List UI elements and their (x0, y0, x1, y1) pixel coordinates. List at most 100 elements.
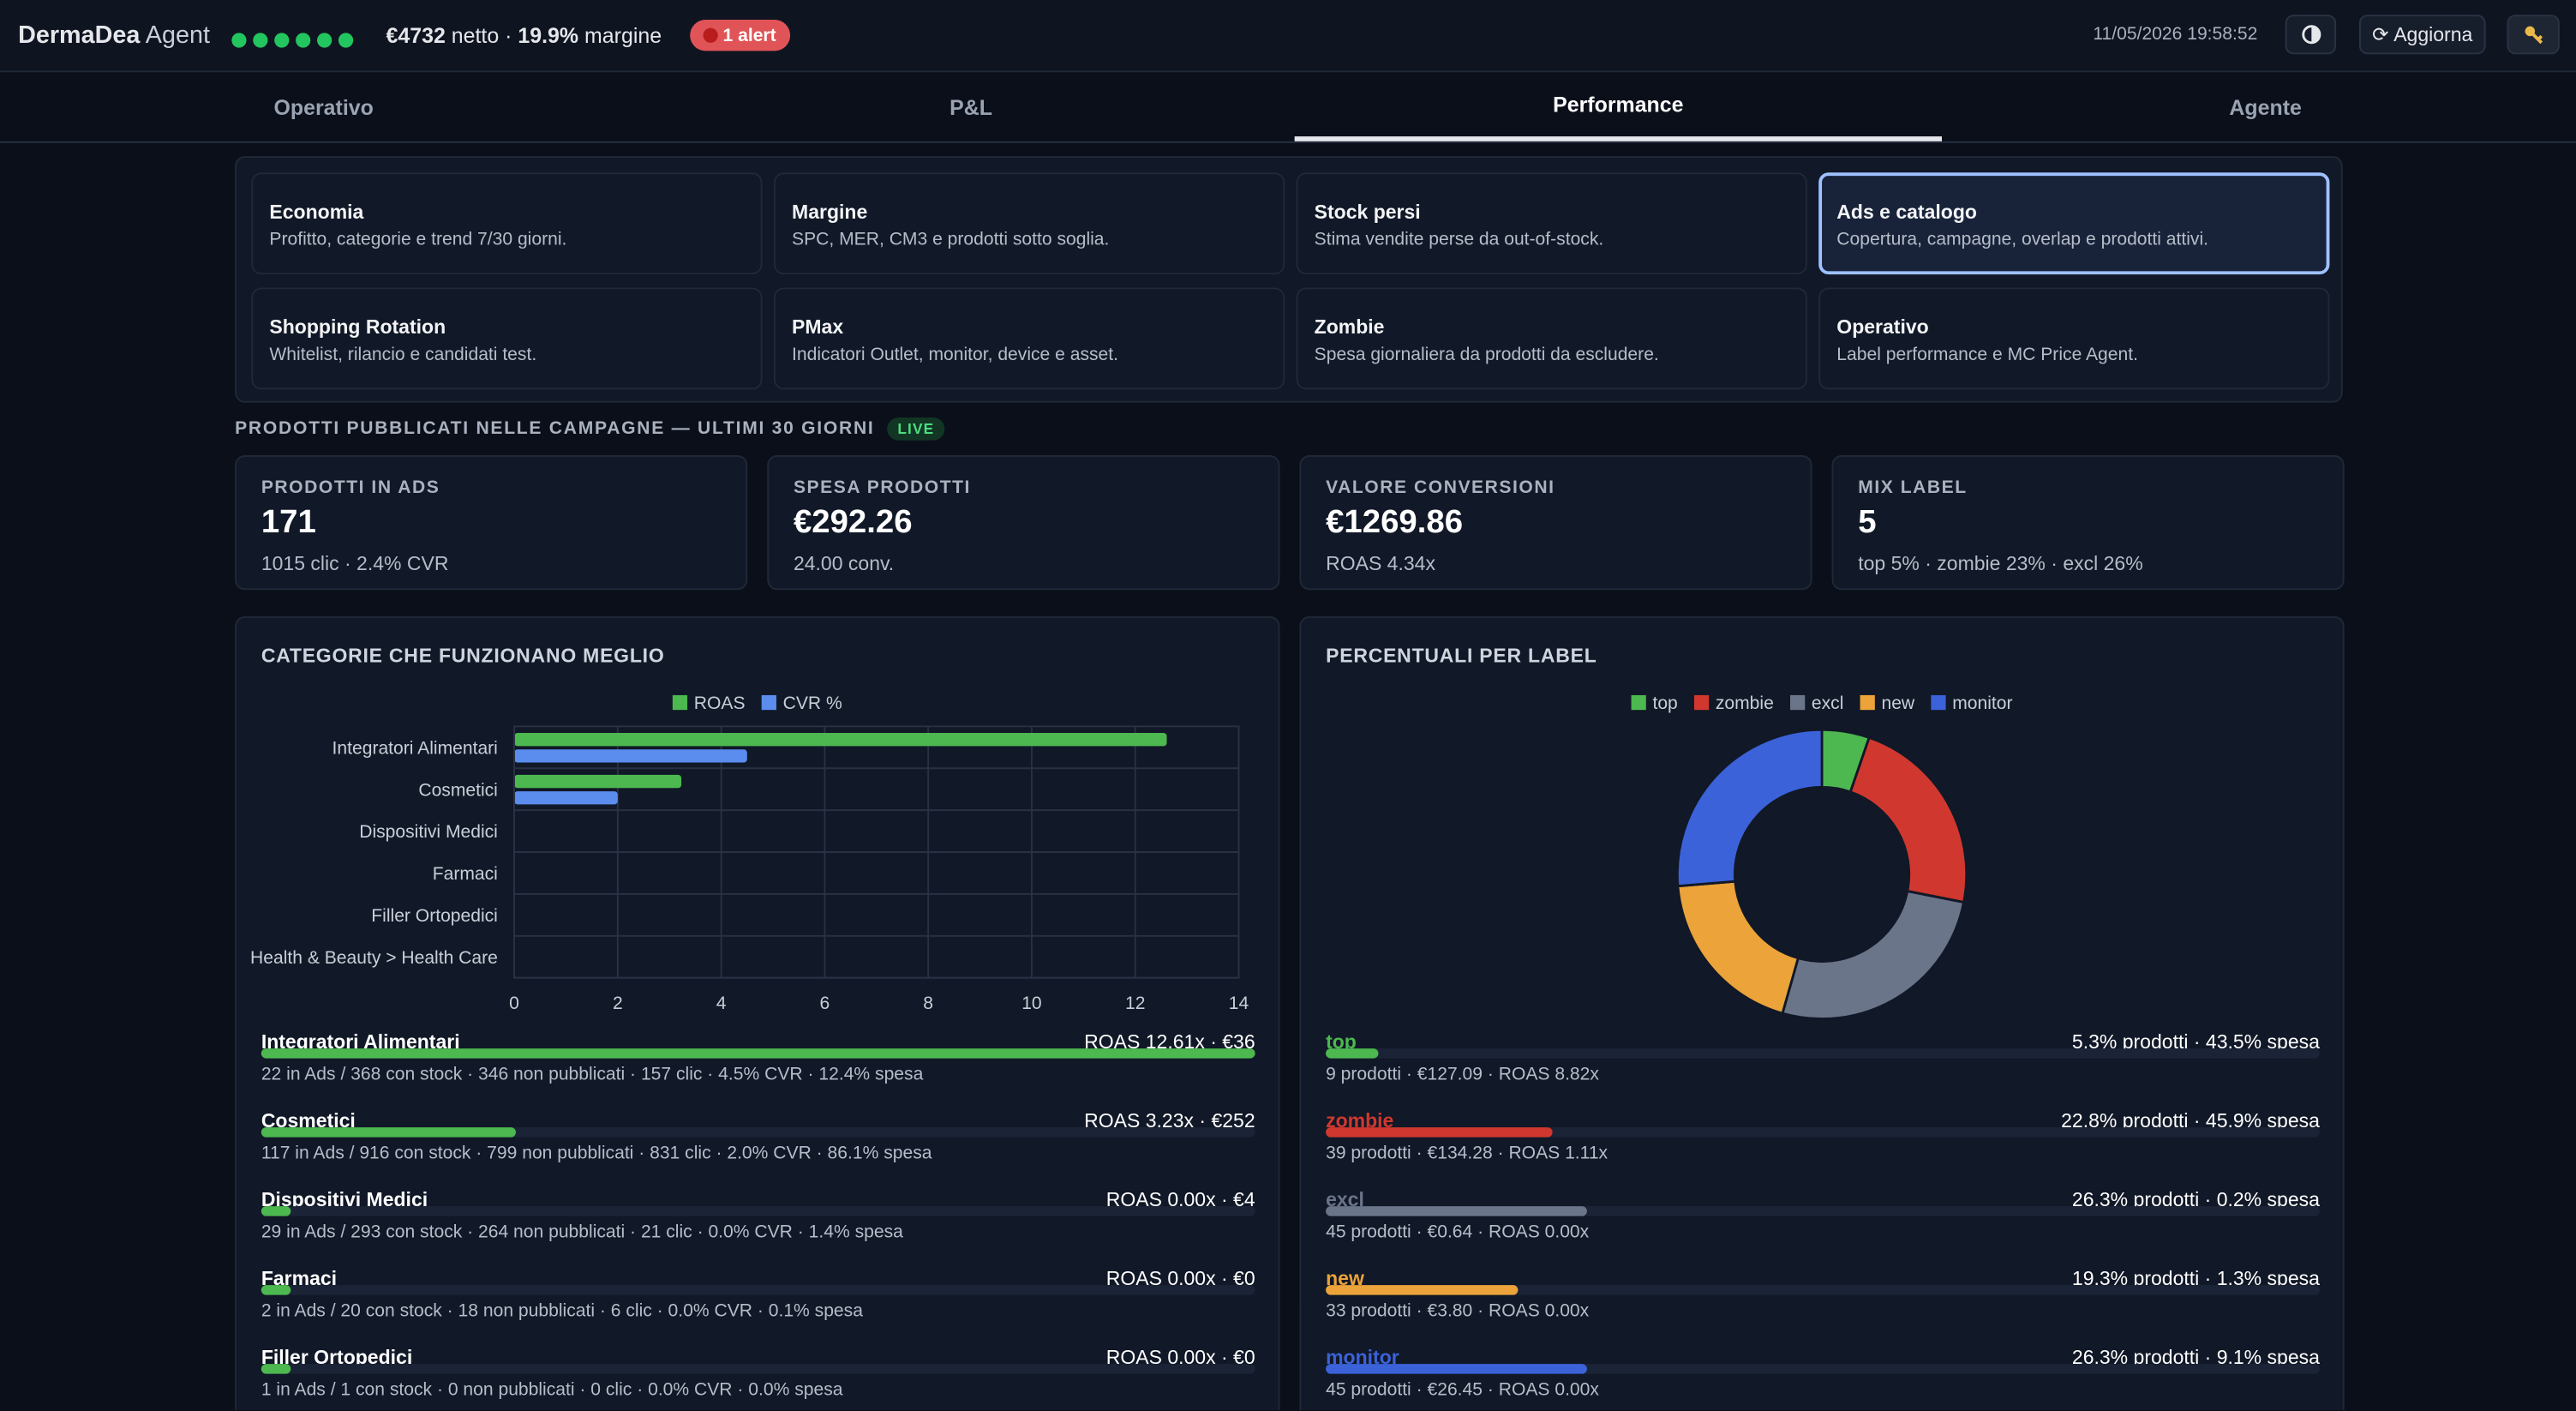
bar (514, 791, 618, 805)
status-dots (231, 27, 360, 57)
label-detail: 45 prodotti · €26.45 · ROAS 0.00x (1326, 1380, 1599, 1401)
donut-chart: top zombie excl new monitor (1631, 693, 2013, 1020)
refresh-button[interactable]: ⟳ Aggiorna (2358, 15, 2486, 55)
bar (514, 749, 747, 763)
roas-bar (261, 1127, 516, 1138)
brand-name: DermaDea (18, 21, 141, 50)
key-icon (2525, 26, 2543, 45)
tab[interactable]: P&L (950, 94, 992, 119)
plot-frame (513, 725, 1240, 979)
y-tick-label: Dispositivi Medici (359, 822, 498, 842)
nav-card[interactable]: Economia Profitto, categorie e trend 7/30… (251, 172, 763, 275)
section-title: PRODOTTI PUBBLICATI NELLE CAMPAGNE — ULT… (235, 418, 875, 439)
tab[interactable]: Operativo (273, 94, 374, 119)
nav-card[interactable]: PMax Indicatori Outlet, monitor, device e… (773, 287, 1285, 390)
bar (514, 774, 682, 789)
label-row: new 19.3% prodotti · 1.3% spesa 33 prodott… (1326, 1267, 2320, 1346)
tab[interactable]: Performance (1294, 72, 1943, 141)
legend-label: excl (1812, 693, 1843, 713)
legend-swatch (1693, 694, 1710, 711)
card-title: Economia (269, 200, 364, 224)
kpi-sub: top 5% · zombie 23% · excl 26% (1858, 552, 2143, 575)
card-title: Margine (792, 200, 868, 224)
nav-card[interactable]: Zombie Spesa giornaliera da prodotti da e… (1296, 287, 1807, 390)
key-button[interactable] (2507, 15, 2560, 55)
tab[interactable]: Agente (2229, 94, 2302, 119)
label-row: monitor 26.3% prodotti · 9.1% spesa 45 pro… (1326, 1346, 2320, 1410)
card-title: Shopping Rotation (269, 315, 446, 339)
card-description: Spesa giornaliera da prodotti da esclude… (1314, 345, 1659, 365)
legend: top zombie excl new monitor (1631, 693, 2013, 713)
nav-card[interactable]: Operativo Label performance e MC Price Ag… (1818, 287, 2330, 390)
refresh-label: Aggiorna (2393, 22, 2473, 46)
bar-track (1326, 1285, 2320, 1295)
margin-label: margine (584, 22, 662, 48)
category-row: Farmaci ROAS 0.00x · €0 2 in Ads / 20 con … (261, 1267, 1255, 1346)
card-title: Zombie (1314, 315, 1385, 339)
kpi-value: €1269.86 (1326, 504, 1464, 541)
x-tick-label: 14 (1229, 994, 1249, 1013)
nav-card[interactable]: Stock persi Stima vendite perse da out-of… (1296, 172, 1807, 275)
category-row: Filler Ortopedici ROAS 0.00x · €0 1 in Ads… (261, 1346, 1255, 1410)
kpi-card: VALORE CONVERSIONI €1269.86 ROAS 4.34x (1299, 455, 1812, 591)
net-margin: €4732 netto · 19.9% margine (386, 23, 662, 48)
label-row: top 5.3% prodotti · 43.5% spesa 9 prodotti… (1326, 1030, 2320, 1109)
legend-swatch (1789, 694, 1806, 711)
kpi-card: PRODOTTI IN ADS 171 1015 clic · 2.4% CVR (235, 455, 748, 591)
nav-card[interactable]: Ads e catalogo Copertura, campagne, overl… (1818, 172, 2330, 275)
kpi-value: 5 (1858, 504, 1877, 541)
timestamp: 11/05/2026 19:58:52 (2093, 24, 2258, 45)
bar-track (261, 1364, 1255, 1374)
category-detail: 29 in Ads / 293 con stock · 264 non pubb… (261, 1222, 903, 1243)
category-detail: 117 in Ads / 916 con stock · 799 non pub… (261, 1144, 932, 1164)
card-title: Stock persi (1314, 200, 1421, 224)
roas-bar (261, 1364, 291, 1374)
bar-track (261, 1048, 1255, 1059)
y-tick-label: Integratori Alimentari (332, 738, 498, 758)
label-detail: 9 prodotti · €127.09 · ROAS 8.82x (1326, 1065, 1599, 1085)
label-panel: PERCENTUALI PER LABEL top zombie excl new mo… (1299, 615, 2345, 1410)
kpi-value: 171 (261, 504, 316, 541)
y-tick-label: Farmaci (433, 864, 498, 884)
card-description: Indicatori Outlet, monitor, device e ass… (792, 345, 1118, 365)
card-description: Copertura, campagne, overlap e prodotti … (1836, 230, 2209, 250)
x-tick-label: 10 (1021, 994, 1041, 1013)
bar-track (1326, 1127, 2320, 1138)
kpi-label: SPESA PRODOTTI (793, 477, 971, 498)
theme-toggle[interactable] (2285, 15, 2337, 55)
legend-swatch (761, 694, 776, 711)
donut-slice (1781, 889, 1966, 1020)
category-detail: 2 in Ads / 20 con stock · 18 non pubblic… (261, 1301, 863, 1322)
y-tick-label: Cosmetici (418, 780, 498, 800)
section-heading: PRODOTTI PUBBLICATI NELLE CAMPAGNE — ULT… (235, 417, 944, 441)
card-description: Stima vendite perse da out-of-stock. (1314, 230, 1604, 250)
donut-slice (1676, 880, 1800, 1015)
legend-label: top (1652, 693, 1677, 713)
legend-swatch (1631, 694, 1646, 711)
label-bar (1326, 1285, 1518, 1295)
card-description: Profitto, categorie e trend 7/30 giorni. (269, 230, 567, 250)
legend-label: CVR % (783, 693, 842, 713)
label-row: zombie 22.8% prodotti · 45.9% spesa 39 pro… (1326, 1109, 2320, 1188)
card-description: Whitelist, rilancio e candidati test. (269, 345, 537, 365)
label-row: excl 26.3% prodotti · 0.2% spesa 45 prodot… (1326, 1188, 2320, 1267)
panel-title: CATEGORIE CHE FUNZIONANO MEGLIO (261, 644, 665, 668)
label-bar (1326, 1127, 1553, 1138)
category-panel: CATEGORIE CHE FUNZIONANO MEGLIO ROAS CVR … (235, 615, 1280, 1410)
category-row: Cosmetici ROAS 3.23x · €252 117 in Ads / 9… (261, 1109, 1255, 1188)
x-tick-label: 0 (509, 994, 519, 1013)
y-tick-label: Filler Ortopedici (371, 906, 498, 926)
label-detail: 39 prodotti · €134.28 · ROAS 1.11x (1326, 1144, 1609, 1164)
label-bar (1326, 1206, 1588, 1216)
card-title: Ads e catalogo (1836, 200, 1977, 224)
alert-badge[interactable]: 1 alert (690, 20, 791, 51)
nav-card[interactable]: Shopping Rotation Whitelist, rilancio e c… (251, 287, 763, 390)
bar-track (261, 1127, 1255, 1138)
legend-label: zombie (1716, 693, 1774, 713)
legend-label: new (1881, 693, 1914, 713)
card-description: Label performance e MC Price Agent. (1836, 345, 2138, 365)
nav-card[interactable]: Margine SPC, MER, CM3 e prodotti sotto so… (773, 172, 1285, 275)
bar-chart: ROAS CVR % 0 2 4 6 8 10 12 14 Integratori Alimenta… (250, 693, 1249, 1013)
margin-value: 19.9% (518, 22, 579, 48)
